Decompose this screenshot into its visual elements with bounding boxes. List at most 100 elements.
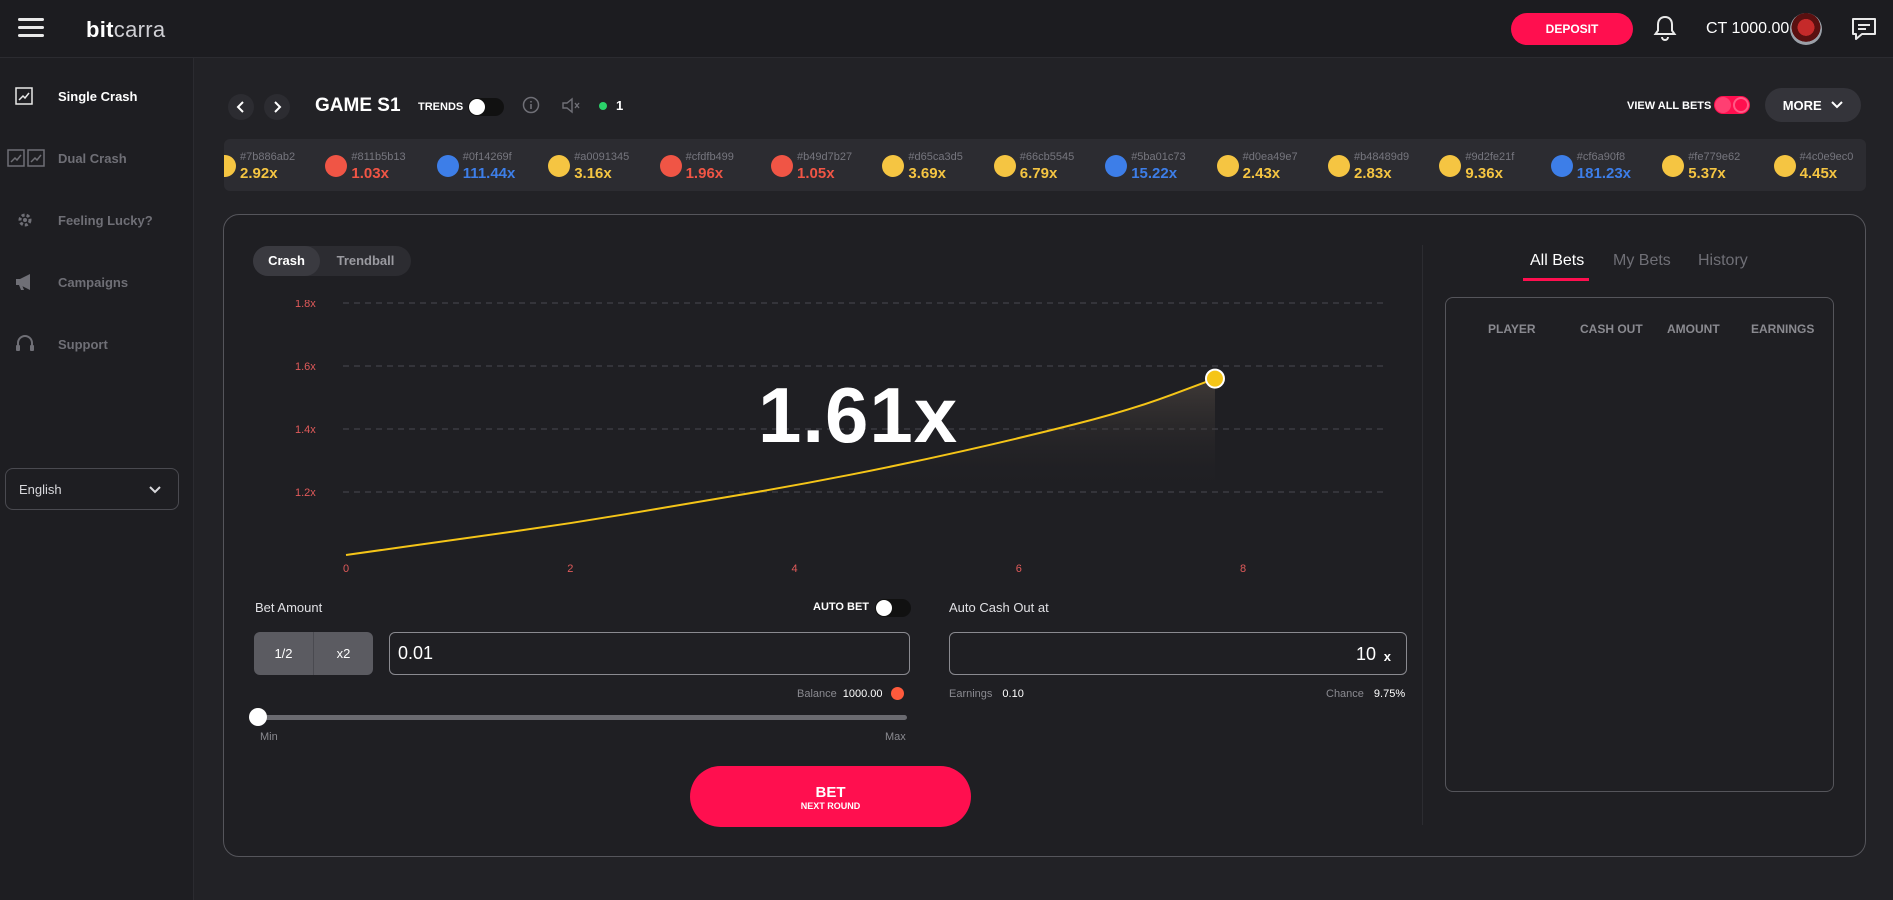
history-item[interactable]: #9d2fe21f 9.36x [1439,139,1544,191]
chevron-left-icon [236,101,244,113]
trends-toggle[interactable] [468,98,504,116]
trends-label: TRENDS [418,101,464,113]
menu-icon[interactable] [18,18,44,38]
next-game-button[interactable] [264,94,290,120]
sidebar-item-single-crash[interactable]: Single Crash [0,75,194,115]
tab-my-bets[interactable]: My Bets [1613,252,1671,269]
bet-button-label: BET [815,784,846,801]
more-label: MORE [1782,97,1822,113]
chance-info: Chance 9.75% [1326,688,1405,700]
bet-button[interactable]: BET NEXT ROUND [690,766,971,827]
history-item[interactable]: #66cb5545 6.79x [993,139,1099,191]
prev-game-button[interactable] [228,94,254,120]
history-multiplier: 5.37x [1688,165,1726,182]
history-multiplier: 6.79x [1019,165,1058,182]
history-item[interactable]: #5ba01c73 15.22x [1105,139,1210,191]
history-hash: #5ba01c73 [1131,151,1186,163]
chevron-down-icon [1831,100,1844,108]
crash-history-strip: #7b886ab2 2.92x #811b5b13 1.03x #0f14269f 111… [224,139,1866,191]
bet-slider-track[interactable] [256,715,907,720]
balance-display[interactable]: CT 1000.00 [1706,20,1790,37]
result-dot-icon [1773,155,1796,177]
history-multiplier: 1.96x [685,165,724,182]
history-hash: #b49d7b27 [797,151,853,163]
chat-icon[interactable] [1850,15,1878,43]
column-header-player: PLAYER [1488,322,1536,336]
sidebar-item-support[interactable]: Support [0,323,194,363]
tab-history[interactable]: History [1698,252,1748,269]
double-bet-button[interactable]: x2 [314,632,373,675]
x-tick-label: 6 [1016,563,1022,575]
online-count: 1 [616,98,624,113]
result-dot-icon [325,155,348,177]
history-hash: #fe779e62 [1688,151,1741,163]
gear-icon [18,213,32,227]
history-multiplier: 3.16x [574,165,612,182]
history-item[interactable]: #7b886ab2 2.92x [224,139,319,191]
result-dot-icon [1662,155,1685,177]
sidebar-item-campaigns[interactable]: Campaigns [0,261,194,301]
history-multiplier: 1.05x [797,165,835,182]
crash-chart: 1.2x 1.4x 1.6x 1.8x 0 2 4 6 8 [295,300,1388,575]
history-item[interactable]: #d0ea49e7 2.43x [1216,139,1322,191]
deposit-button[interactable]: DEPOSIT [1511,13,1633,45]
earnings-info: Earnings 0.10 [949,688,1024,700]
mute-icon[interactable] [561,97,581,114]
tab-trendball[interactable]: Trendball [336,253,395,268]
bet-amount-input[interactable] [389,632,910,675]
tab-crash[interactable]: Crash [253,246,320,276]
history-hash: #cf6a90f8 [1576,151,1626,163]
current-multiplier: 1.61x [758,371,959,459]
game-panel [223,214,1866,857]
sidebar-item-dual-crash[interactable]: Dual Crash [0,137,194,177]
info-icon[interactable] [522,96,540,114]
sidebar-item-label: Single Crash [58,89,138,104]
history-multiplier: 2.43x [1242,165,1281,182]
more-button[interactable]: MORE [1765,88,1861,122]
half-bet-button[interactable]: 1/2 [254,632,313,675]
history-hash: #a0091345 [574,151,630,163]
megaphone-icon [16,274,30,290]
history-item[interactable]: #fe779e62 5.37x [1662,139,1767,191]
earnings-value: 0.10 [1002,688,1024,700]
history-item[interactable]: #a0091345 3.16x [548,139,653,191]
mode-tabs: Crash Trendball [253,246,411,276]
bet-slider-handle[interactable] [249,708,267,726]
sidebar-item-feeling-lucky[interactable]: Feeling Lucky? [0,199,194,239]
divider [313,632,314,675]
bell-icon[interactable] [1652,14,1678,42]
history-item[interactable]: #811b5b13 1.03x [325,139,430,191]
x-tick-label: 4 [792,563,798,575]
history-item[interactable]: #cfdfb499 1.96x [659,139,765,191]
logo[interactable]: bitcarra [86,17,166,42]
sidebar-item-label: Support [58,337,108,352]
history-item[interactable]: #b48489d9 2.83x [1328,139,1433,191]
avatar[interactable] [1790,13,1822,45]
x-tick-label: 2 [567,563,573,575]
auto-bet-toggle[interactable] [875,599,911,617]
tab-all-bets[interactable]: All Bets [1530,252,1585,269]
history-hash: #9d2fe21f [1465,151,1515,163]
result-dot-icon [224,155,236,177]
history-item[interactable]: #d65ca3d5 3.69x [882,139,987,191]
area-fill [794,378,1215,492]
language-select[interactable]: English [5,468,179,510]
auto-cashout-input[interactable]: 10 x [949,632,1407,675]
earnings-label: Earnings [949,688,993,700]
auto-cashout-value: 10 [1355,644,1376,664]
history-hash: #b48489d9 [1354,151,1410,163]
x-tick-label: 8 [1240,563,1246,575]
history-item[interactable]: #cf6a90f8 181.23x [1550,139,1656,191]
view-all-bets-label: VIEW ALL BETS [1627,100,1712,112]
bets-table: PLAYER CASH OUT AMOUNT EARNINGS [1445,297,1834,792]
history-item[interactable]: #4c0e9ec0 4.45x [1773,139,1866,191]
history-multiplier: 181.23x [1576,165,1632,182]
auto-cashout-label: Auto Cash Out at [949,600,1049,615]
history-hash: #66cb5545 [1019,151,1075,163]
history-item[interactable]: #0f14269f 111.44x [436,139,542,191]
view-all-bets-toggle[interactable] [1714,96,1750,114]
auto-cashout-unit: x [1383,649,1391,664]
history-item[interactable]: #b49d7b27 1.05x [771,139,876,191]
y-tick-label: 1.2x [295,487,316,499]
result-dot-icon [882,155,905,177]
